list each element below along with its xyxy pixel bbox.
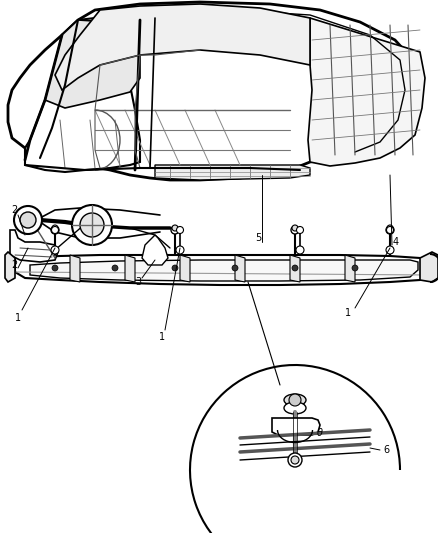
Circle shape xyxy=(232,265,238,271)
Circle shape xyxy=(112,265,118,271)
Text: 1: 1 xyxy=(15,313,21,323)
Polygon shape xyxy=(8,2,420,180)
Polygon shape xyxy=(30,260,418,281)
Text: 2: 2 xyxy=(11,205,17,215)
Text: 2: 2 xyxy=(11,260,17,270)
Circle shape xyxy=(172,225,178,231)
Circle shape xyxy=(352,265,358,271)
Ellipse shape xyxy=(284,402,306,414)
Polygon shape xyxy=(420,252,438,282)
Circle shape xyxy=(292,225,298,231)
Text: 3: 3 xyxy=(135,277,141,287)
Polygon shape xyxy=(25,18,140,172)
Circle shape xyxy=(387,225,393,231)
Circle shape xyxy=(52,227,59,233)
Circle shape xyxy=(177,227,184,233)
Circle shape xyxy=(291,456,299,464)
Polygon shape xyxy=(235,255,245,282)
Polygon shape xyxy=(272,418,320,435)
Circle shape xyxy=(176,246,184,254)
Text: 5: 5 xyxy=(255,233,261,243)
Text: 4: 4 xyxy=(393,237,399,247)
Circle shape xyxy=(51,246,59,254)
Polygon shape xyxy=(142,235,168,265)
Circle shape xyxy=(386,246,394,254)
Polygon shape xyxy=(5,252,15,282)
Circle shape xyxy=(296,246,304,254)
Circle shape xyxy=(386,227,393,233)
Circle shape xyxy=(291,226,299,234)
Polygon shape xyxy=(125,255,135,282)
Circle shape xyxy=(51,226,59,234)
Circle shape xyxy=(52,225,58,231)
Circle shape xyxy=(171,226,179,234)
Circle shape xyxy=(20,212,36,228)
Circle shape xyxy=(386,226,394,234)
Circle shape xyxy=(72,205,112,245)
Text: 6: 6 xyxy=(383,445,389,455)
Circle shape xyxy=(297,227,304,233)
Text: $\theta$: $\theta$ xyxy=(316,426,324,438)
Ellipse shape xyxy=(284,394,306,406)
Circle shape xyxy=(52,265,58,271)
Polygon shape xyxy=(10,230,58,262)
Polygon shape xyxy=(345,255,355,282)
Circle shape xyxy=(14,206,42,234)
Polygon shape xyxy=(290,255,300,282)
Polygon shape xyxy=(45,20,140,108)
Circle shape xyxy=(288,453,302,467)
Circle shape xyxy=(289,394,301,406)
Polygon shape xyxy=(55,4,310,90)
Polygon shape xyxy=(70,255,80,282)
Text: 1: 1 xyxy=(345,308,351,318)
Polygon shape xyxy=(180,255,190,282)
Circle shape xyxy=(80,213,104,237)
Polygon shape xyxy=(308,18,425,166)
Polygon shape xyxy=(155,165,310,180)
Circle shape xyxy=(292,265,298,271)
Circle shape xyxy=(172,265,178,271)
Text: 1: 1 xyxy=(159,332,165,342)
Polygon shape xyxy=(15,255,430,285)
